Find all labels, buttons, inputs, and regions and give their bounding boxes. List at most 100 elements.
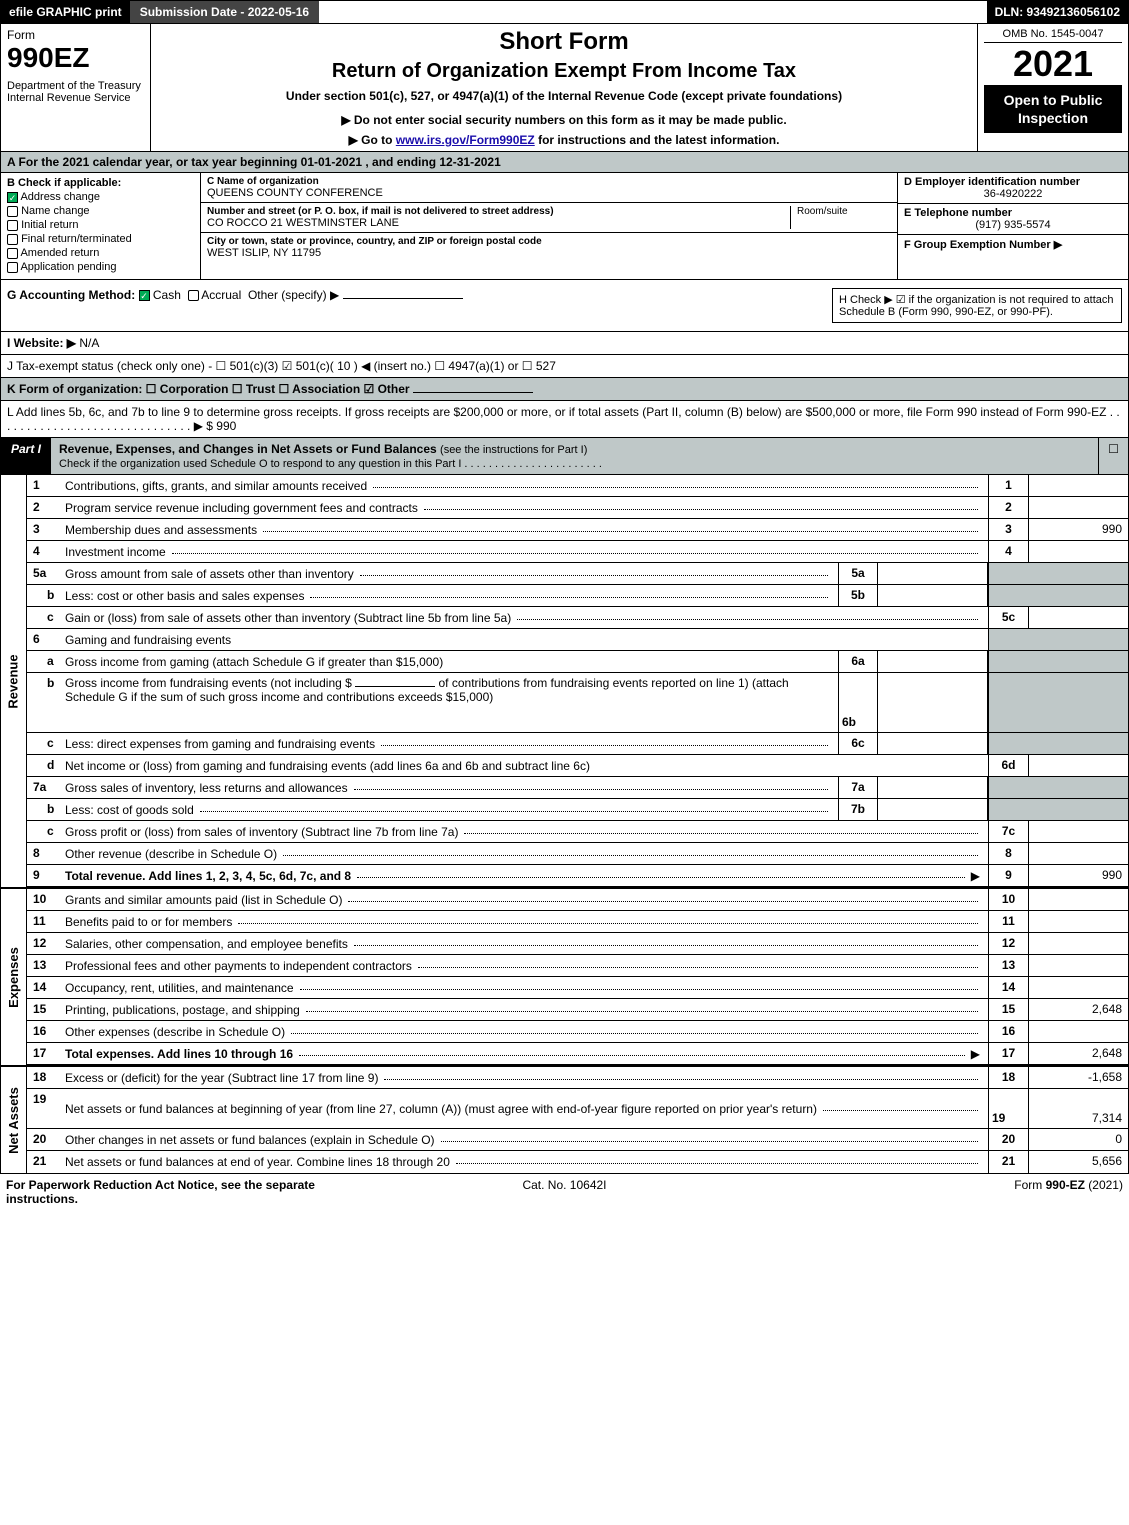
efile-print-label[interactable]: efile GRAPHIC print — [1, 1, 130, 23]
check-final-return[interactable]: Final return/terminated — [7, 233, 194, 245]
line-3: 3 Membership dues and assessments 3 990 — [27, 519, 1128, 541]
line-19: 19 Net assets or fund balances at beginn… — [27, 1089, 1128, 1129]
line-12: 12 Salaries, other compensation, and emp… — [27, 933, 1128, 955]
line-21-value: 5,656 — [1028, 1151, 1128, 1173]
section-b: B Check if applicable: ✓ Address change … — [1, 173, 201, 279]
top-bar: efile GRAPHIC print Submission Date - 20… — [0, 0, 1129, 24]
section-c: C Name of organization QUEENS COUNTY CON… — [201, 173, 898, 279]
title-short: Short Form — [157, 28, 971, 56]
row-i-website: I Website: ▶ N/A — [0, 332, 1129, 355]
checkbox-filled-icon: ✓ — [7, 192, 18, 203]
line-6c-value — [878, 733, 988, 754]
org-city: WEST ISLIP, NY 11795 — [207, 247, 891, 259]
irs-link[interactable]: www.irs.gov/Form990EZ — [396, 133, 535, 147]
line-6b-value — [878, 673, 988, 732]
line-6a-value — [878, 651, 988, 672]
other-org-input[interactable] — [413, 392, 533, 393]
line-7b-value — [878, 799, 988, 820]
other-specify-input[interactable] — [343, 298, 463, 299]
room-suite-label: Room/suite — [791, 206, 891, 229]
line-5c-value — [1028, 607, 1128, 628]
shaded-cell — [988, 799, 1128, 820]
row-gh: G Accounting Method: ✓ Cash Accrual Othe… — [0, 280, 1129, 332]
phone-value: (917) 935-5574 — [904, 219, 1122, 231]
line-5c: c Gain or (loss) from sale of assets oth… — [27, 607, 1128, 629]
line-11: 11 Benefits paid to or for members 11 — [27, 911, 1128, 933]
check-initial-return[interactable]: Initial return — [7, 219, 194, 231]
row-k-org-form: K Form of organization: ☐ Corporation ☐ … — [0, 378, 1129, 401]
checkbox-empty-icon[interactable] — [188, 290, 199, 301]
line-6c: c Less: direct expenses from gaming and … — [27, 733, 1128, 755]
line-20-value: 0 — [1028, 1129, 1128, 1150]
line-11-value — [1028, 911, 1128, 932]
footer-catalog: Cat. No. 10642I — [378, 1178, 750, 1206]
line-21: 21 Net assets or fund balances at end of… — [27, 1151, 1128, 1173]
line-8-value — [1028, 843, 1128, 864]
line-6: 6 Gaming and fundraising events — [27, 629, 1128, 651]
checkbox-empty-icon — [7, 248, 18, 259]
line-6b: b Gross income from fundraising events (… — [27, 673, 1128, 733]
form-id-block: Form 990EZ Department of the Treasury In… — [1, 24, 151, 151]
arrow-icon: ▶ — [971, 869, 984, 883]
line-9: 9 Total revenue. Add lines 1, 2, 3, 4, 5… — [27, 865, 1128, 887]
row-h-schedule-b: H Check ▶ ☑ if the organization is not r… — [832, 288, 1122, 323]
section-def: D Employer identification number 36-4920… — [898, 173, 1128, 279]
submission-date: Submission Date - 2022-05-16 — [130, 1, 319, 23]
section-b-header: B Check if applicable: — [7, 177, 194, 189]
contributions-amount-input[interactable] — [355, 686, 435, 687]
line-16-value — [1028, 1021, 1128, 1042]
line-5a-value — [878, 563, 988, 584]
line-13: 13 Professional fees and other payments … — [27, 955, 1128, 977]
part1-schedule-o-checkbox[interactable]: ☐ — [1098, 438, 1128, 474]
checkbox-empty-icon — [7, 234, 18, 245]
expenses-side-label: Expenses — [1, 889, 27, 1065]
inspection-box: Open to Public Inspection — [984, 85, 1122, 133]
line-7c: c Gross profit or (loss) from sales of i… — [27, 821, 1128, 843]
part1-title: Revenue, Expenses, and Changes in Net As… — [51, 438, 1098, 474]
check-address-change[interactable]: ✓ Address change — [7, 191, 194, 203]
shaded-cell — [988, 733, 1128, 754]
line-6d: d Net income or (loss) from gaming and f… — [27, 755, 1128, 777]
line-16: 16 Other expenses (describe in Schedule … — [27, 1021, 1128, 1043]
footer-form-ref: Form 990-EZ (2021) — [751, 1178, 1123, 1206]
title-main: Return of Organization Exempt From Incom… — [157, 60, 971, 83]
check-name-change[interactable]: Name change — [7, 205, 194, 217]
title-sub: Under section 501(c), 527, or 4947(a)(1)… — [157, 89, 971, 103]
org-name-row: C Name of organization QUEENS COUNTY CON… — [201, 173, 897, 203]
page-footer: For Paperwork Reduction Act Notice, see … — [0, 1174, 1129, 1210]
form-label: Form — [7, 28, 144, 42]
expenses-lines: 10 Grants and similar amounts paid (list… — [27, 889, 1128, 1065]
org-street: CO ROCCO 21 WESTMINSTER LANE — [207, 217, 784, 229]
checkbox-empty-icon — [7, 206, 18, 217]
ein-value: 36-4920222 — [904, 188, 1122, 200]
checkbox-empty-icon — [7, 262, 18, 273]
revenue-lines: 1 Contributions, gifts, grants, and simi… — [27, 475, 1128, 887]
line-17: 17 Total expenses. Add lines 10 through … — [27, 1043, 1128, 1065]
org-name: QUEENS COUNTY CONFERENCE — [207, 187, 891, 199]
line-6d-value — [1028, 755, 1128, 776]
line-17-value: 2,648 — [1028, 1043, 1128, 1064]
line-12-value — [1028, 933, 1128, 954]
org-street-label: Number and street (or P. O. box, if mail… — [207, 206, 784, 217]
line-14-value — [1028, 977, 1128, 998]
revenue-table: Revenue 1 Contributions, gifts, grants, … — [0, 475, 1129, 887]
netassets-lines: 18 Excess or (deficit) for the year (Sub… — [27, 1067, 1128, 1173]
row-a-calendar-year: A For the 2021 calendar year, or tax yea… — [0, 152, 1129, 173]
line-7a: 7a Gross sales of inventory, less return… — [27, 777, 1128, 799]
check-application-pending[interactable]: Application pending — [7, 261, 194, 273]
title-link-row: ▶ Go to www.irs.gov/Form990EZ for instru… — [157, 133, 971, 147]
check-amended-return[interactable]: Amended return — [7, 247, 194, 259]
line-20: 20 Other changes in net assets or fund b… — [27, 1129, 1128, 1151]
netassets-side-label: Net Assets — [1, 1067, 27, 1173]
line-7a-value — [878, 777, 988, 798]
website-label: I Website: ▶ — [7, 336, 76, 350]
line-1: 1 Contributions, gifts, grants, and simi… — [27, 475, 1128, 497]
checkbox-filled-icon[interactable]: ✓ — [139, 290, 150, 301]
line-19-value: 7,314 — [1028, 1089, 1128, 1128]
line-1-value — [1028, 475, 1128, 496]
phone-label: E Telephone number — [904, 207, 1122, 219]
website-value: N/A — [79, 336, 99, 350]
row-l-value: 990 — [216, 419, 236, 433]
line-5a: 5a Gross amount from sale of assets othe… — [27, 563, 1128, 585]
line-13-value — [1028, 955, 1128, 976]
